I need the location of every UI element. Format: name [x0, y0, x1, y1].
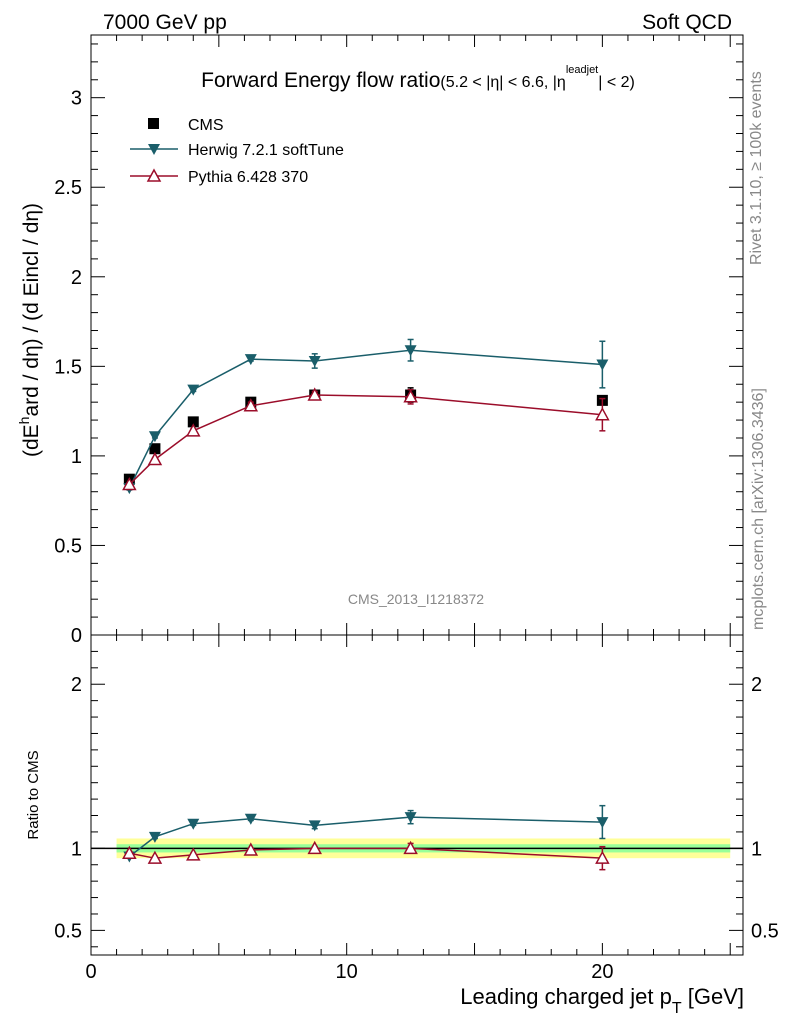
legend-herwig-marker — [148, 144, 160, 155]
pythia-series-line — [128, 394, 603, 486]
pythia-data-point — [403, 389, 418, 403]
y-tick-label-right: 1 — [751, 838, 762, 860]
herwig-series-line — [128, 349, 603, 489]
pythia-data-point — [186, 847, 201, 861]
x-tick-label: 0 — [85, 961, 96, 983]
y-tick-label-right: 2 — [751, 674, 762, 696]
cms-data-point — [187, 416, 199, 428]
herwig-data-point — [404, 812, 417, 824]
pythia-data-point — [595, 407, 610, 421]
xlabel-sub: T — [672, 1000, 682, 1017]
title-sub: (5.2 < |η| < 6.6, |η — [440, 74, 565, 91]
cms-data-point — [149, 443, 161, 455]
legend-entry-herwig: Herwig 7.2.1 softTune — [130, 142, 344, 159]
pythia-data-point — [403, 840, 418, 855]
herwig-data-point — [187, 384, 200, 396]
y-tick-label-right: 0.5 — [751, 920, 779, 942]
main-plot-panel: 00.511.522.53 Forward Energy flow ratio(… — [16, 34, 744, 647]
pythia-data-point — [243, 842, 259, 856]
legend-cms-label: CMS — [188, 117, 224, 134]
pythia-data-point — [147, 451, 163, 466]
ylabel-sup: h — [16, 417, 32, 425]
legend: CMS Herwig 7.2.1 softTune Pythia 6.428 3… — [130, 117, 344, 186]
pythia-data-point — [243, 398, 259, 412]
pythia-data-point — [307, 840, 322, 855]
ratio-plot-panel: 0.5 0.51 12 20 10 20 Ratio to CMS Leading cha… — [25, 634, 779, 1017]
herwig-data-point — [308, 355, 321, 367]
y-tick-label: 2.5 — [54, 177, 82, 199]
title-main: Forward Energy flow ratio — [201, 69, 440, 92]
header-energy: 7000 GeV pp — [103, 11, 227, 34]
herwig-data-point — [596, 359, 609, 371]
title-sup: leadjet — [566, 64, 598, 76]
pythia-data-point — [122, 476, 137, 491]
main-title: Forward Energy flow ratio(5.2 < |η| < 6.… — [201, 64, 635, 92]
herwig-data-point — [244, 813, 257, 825]
x-tick-label: 10 — [336, 961, 358, 983]
y-tick-label: 0.5 — [54, 920, 82, 942]
herwig-data-point — [148, 431, 161, 443]
rivet-label: Rivet 3.1.10, ≥ 100k events — [748, 71, 765, 265]
title-end: | < 2) — [598, 74, 635, 91]
x-tick-label: 20 — [591, 961, 613, 983]
legend-herwig-label: Herwig 7.2.1 softTune — [188, 142, 344, 159]
pythia-data-point — [147, 850, 163, 864]
legend-entry-pythia: Pythia 6.428 370 — [130, 168, 308, 186]
pythia-data-point — [307, 387, 322, 401]
y-tick-label: 0 — [71, 625, 82, 647]
x-axis-label: Leading charged jet pT [GeV] — [460, 984, 744, 1017]
legend-entry-cms: CMS — [148, 117, 224, 134]
y-tick-label: 1 — [71, 838, 82, 860]
pythia-data-point — [186, 423, 201, 437]
y-tick-label: 2 — [71, 674, 82, 696]
y-tick-label: 0.5 — [54, 535, 82, 557]
herwig-data-point — [187, 818, 200, 830]
y-tick-label: 2 — [71, 267, 82, 289]
main-y-axis-label: (dEhard / dη) / (d Eincl / dη) — [16, 203, 43, 457]
legend-pythia-marker — [146, 168, 162, 182]
xlabel-a: Leading charged jet p — [460, 984, 672, 1009]
legend-cms-marker — [148, 118, 159, 129]
ylabel-b: ard / dη) / (d Eincl / dη) — [20, 203, 43, 417]
legend-pythia-label: Pythia 6.428 370 — [188, 169, 308, 186]
header-category: Soft QCD — [642, 11, 732, 34]
herwig-data-point — [596, 817, 609, 829]
y-tick-label: 1.5 — [54, 356, 82, 378]
pythia-data-point — [122, 845, 137, 860]
ratio-plot-frame — [90, 634, 744, 956]
herwig-data-point — [308, 820, 321, 832]
mcplots-label: mcplots.cern.ch [arXiv:1306.3436] — [750, 388, 767, 630]
ratio-y-axis-label: Ratio to CMS — [25, 750, 42, 839]
herwig-data-point — [244, 354, 257, 366]
xlabel-b: [GeV] — [682, 984, 744, 1009]
y-tick-label: 3 — [71, 88, 82, 110]
herwig-data-point — [148, 831, 161, 843]
pythia-data-point — [595, 850, 610, 864]
y-tick-label: 1 — [71, 446, 82, 468]
herwig-data-point — [404, 345, 417, 357]
analysis-watermark: CMS_2013_I1218372 — [348, 591, 484, 607]
ylabel-a: (dE — [20, 424, 43, 457]
